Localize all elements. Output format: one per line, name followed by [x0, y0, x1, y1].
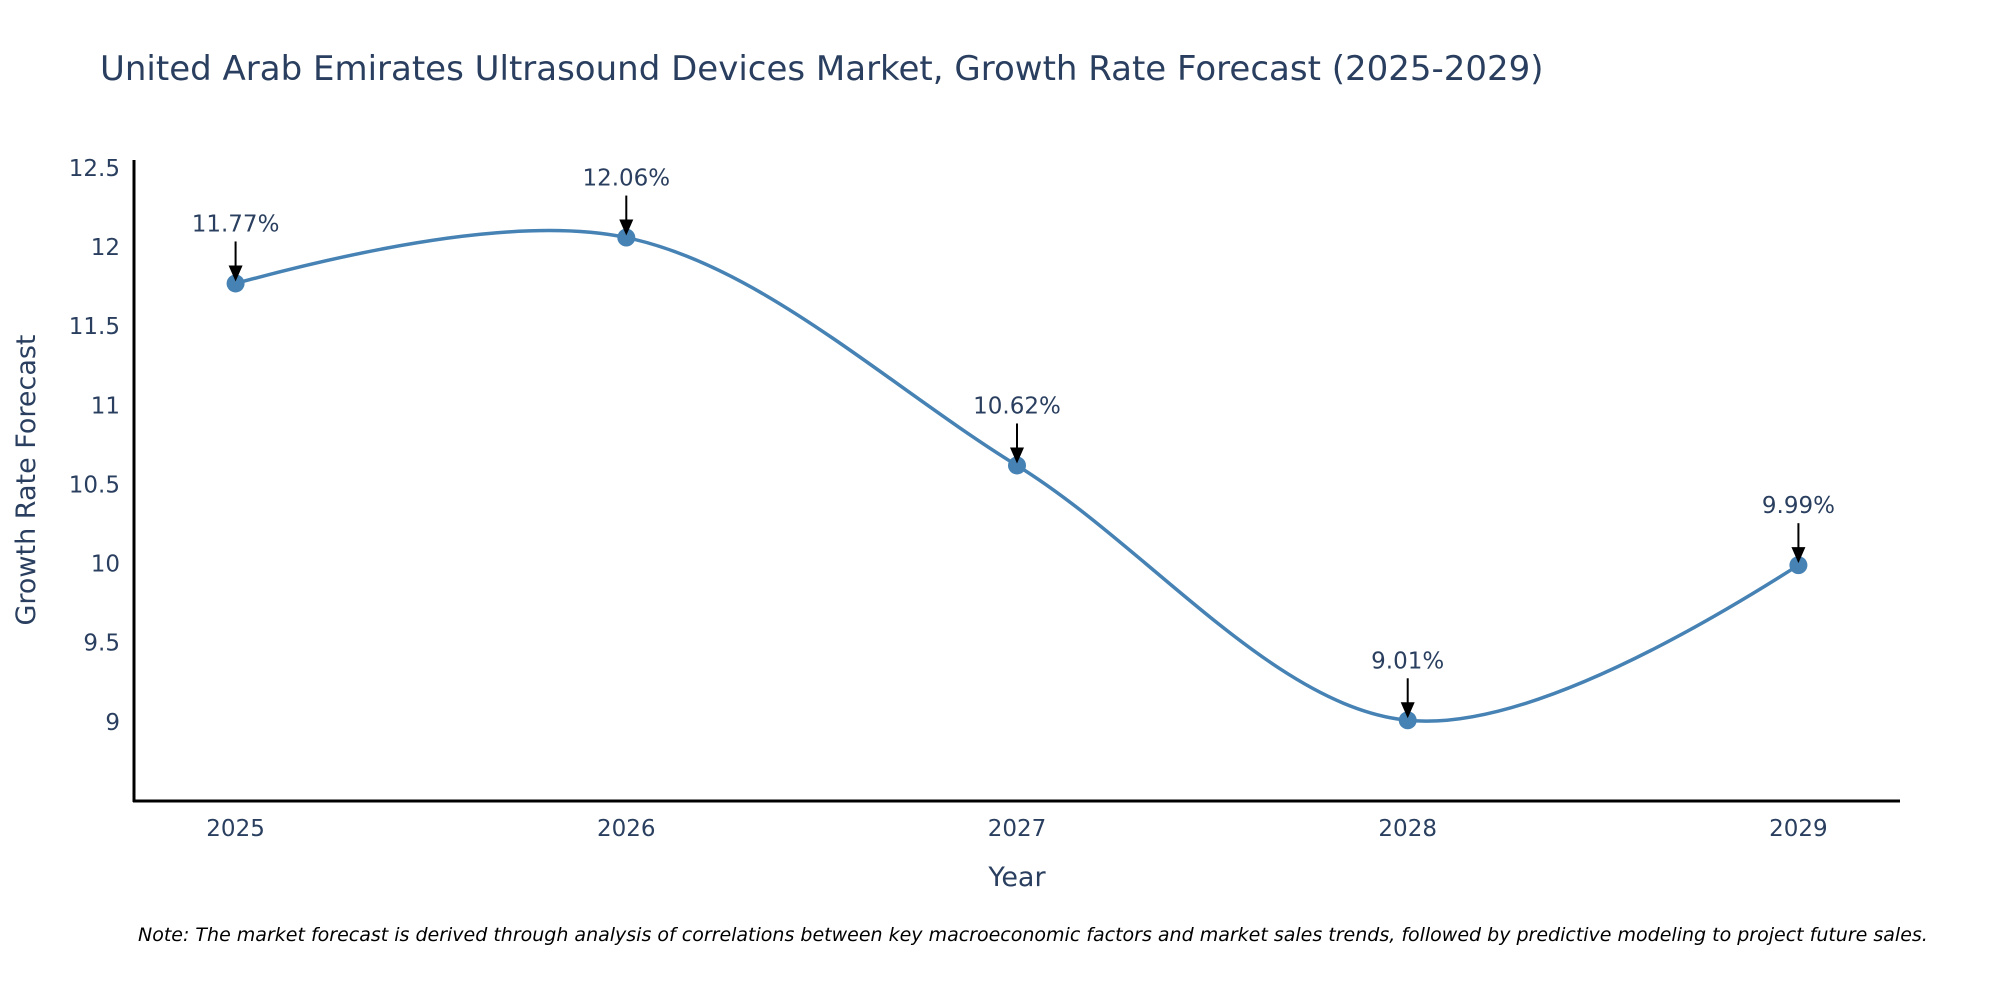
- annotation: 10.62%: [973, 393, 1061, 464]
- data-point: [1789, 556, 1808, 575]
- y-tick-label: 12: [91, 235, 120, 261]
- x-axis-title: Year: [987, 862, 1046, 893]
- chart-title: United Arab Emirates Ultrasound Devices …: [100, 49, 1544, 89]
- data-point: [1008, 456, 1026, 475]
- y-axis-title: Growth Rate Forecast: [11, 334, 42, 625]
- y-tick-label: 9.5: [83, 631, 120, 657]
- y-tick-label: 10: [91, 552, 120, 578]
- x-tick-label: 2028: [1378, 816, 1437, 842]
- x-tick-label: 2026: [597, 816, 656, 842]
- y-tick-label: 11: [91, 393, 120, 419]
- x-axis-ticks: 2025 2026 2027 2028 2029: [206, 816, 1827, 842]
- annotation: 9.01%: [1371, 648, 1444, 719]
- data-label: 9.99%: [1762, 493, 1835, 519]
- y-tick-label: 10.5: [69, 472, 120, 498]
- data-annotations: 11.77% 12.06% 10.62% 9.01% 9.99%: [192, 166, 1835, 719]
- arrow-head-icon: [1400, 702, 1415, 719]
- series-line: [235, 228, 1800, 723]
- y-tick-label: 11.5: [69, 314, 120, 340]
- x-tick-label: 2027: [988, 816, 1047, 842]
- data-label: 11.77%: [192, 211, 280, 237]
- arrow-head-icon: [1010, 447, 1024, 464]
- x-tick-label: 2025: [206, 816, 265, 842]
- y-axis-ticks: 9 9.5 10 10.5 11 11.5 12 12.5: [69, 156, 120, 736]
- data-point: [1398, 711, 1417, 730]
- arrow-head-icon: [619, 219, 634, 236]
- data-label: 12.06%: [582, 166, 670, 192]
- arrow-head-icon: [228, 265, 243, 282]
- data-point: [617, 228, 636, 247]
- data-label: 9.01%: [1371, 648, 1444, 674]
- y-tick-label: 12.5: [69, 156, 120, 182]
- annotation: 9.99%: [1762, 493, 1835, 564]
- data-point: [226, 274, 245, 293]
- series-markers: [226, 228, 1808, 730]
- arrow-head-icon: [1791, 547, 1806, 564]
- data-label: 10.62%: [973, 393, 1061, 419]
- annotation: 11.77%: [192, 211, 280, 282]
- y-tick-label: 9: [105, 710, 120, 736]
- x-tick-label: 2029: [1769, 816, 1828, 842]
- footnote: Note: The market forecast is derived thr…: [138, 924, 1928, 946]
- annotation: 12.06%: [582, 166, 670, 236]
